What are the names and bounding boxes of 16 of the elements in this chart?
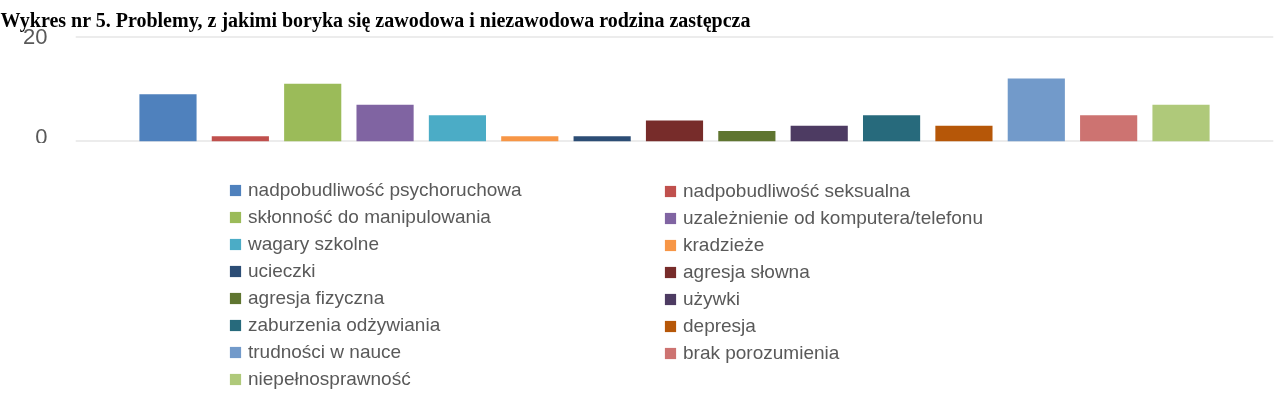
legend-label: zaburzenia odżywiania — [248, 314, 441, 336]
legend-label: brak porozumienia — [683, 342, 840, 364]
legend-label: trudności w nauce — [248, 341, 402, 363]
legend-label: agresja słowna — [683, 261, 810, 283]
legend-label: agresja fizyczna — [248, 287, 385, 309]
legend-label: skłonność do manipulowania — [248, 206, 491, 228]
y-tick-label: 0 — [35, 123, 48, 149]
legend-label: nadpobudliwość seksualna — [683, 180, 911, 202]
legend-label: kradzieże — [683, 234, 765, 256]
legend-label: depresja — [683, 315, 756, 337]
legend-label: niepełnosprawność — [248, 368, 411, 390]
legend-label: uzależnienie od komputera/telefonu — [683, 207, 983, 229]
legend-label: wagary szkolne — [248, 233, 379, 255]
legend-label: ucieczki — [248, 260, 316, 282]
legend-label: używki — [683, 288, 741, 310]
legend-label: nadpobudliwość psychoruchowa — [248, 179, 522, 201]
